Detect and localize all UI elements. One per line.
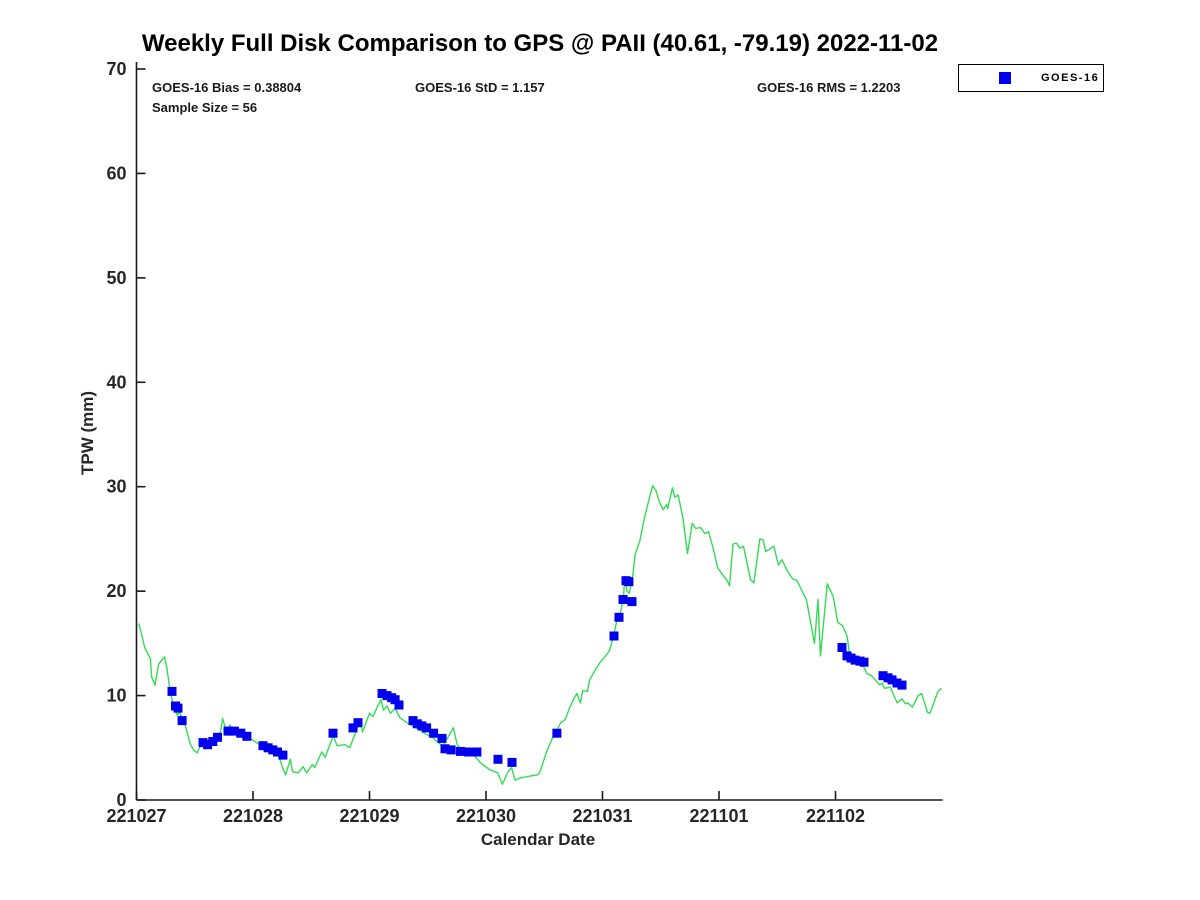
goes16-marker <box>627 597 637 607</box>
goes16-marker <box>464 747 473 757</box>
goes16-marker <box>268 745 278 755</box>
goes16-marker <box>328 728 338 738</box>
goes16-marker <box>440 744 450 754</box>
stat-bias: GOES-16 Bias = 0.38804 <box>152 80 302 95</box>
goes16-marker <box>203 740 213 750</box>
goes16-marker <box>437 733 447 743</box>
x-tick-label: 221102 <box>806 806 865 826</box>
goes16-marker <box>609 631 619 641</box>
y-tick-label: 10 <box>106 686 126 706</box>
goes16-marker <box>624 577 634 587</box>
goes16-marker <box>236 728 246 738</box>
goes16-marker <box>614 612 624 622</box>
goes16-marker <box>258 741 268 751</box>
x-tick-label: 221101 <box>689 806 748 826</box>
goes16-marker <box>878 671 888 681</box>
goes16-marker <box>446 745 456 755</box>
goes16-marker <box>850 655 860 665</box>
goes16-marker <box>213 732 222 742</box>
x-tick-label: 221031 <box>572 806 632 826</box>
goes16-marker <box>263 743 273 753</box>
goes16-marker <box>417 721 427 731</box>
goes16-marker <box>887 675 897 685</box>
goes16-marker <box>507 757 517 767</box>
goes16-marker <box>242 731 252 741</box>
goes16-marker <box>167 686 177 696</box>
stat-std: GOES-16 StD = 1.157 <box>415 80 545 95</box>
stat-sample-size: Sample Size = 56 <box>152 100 258 115</box>
goes16-marker <box>412 719 422 729</box>
goes16-marker <box>278 750 288 760</box>
y-tick-label: 40 <box>106 372 126 392</box>
goes16-legend-label: GOES-16 <box>1041 72 1100 84</box>
goes16-marker <box>177 716 187 726</box>
x-tick-label: 221028 <box>223 806 283 826</box>
x-tick-label: 221029 <box>339 806 399 826</box>
goes16-square-icon <box>999 72 1011 84</box>
goes16-marker <box>897 680 907 690</box>
goes16-marker <box>173 703 183 713</box>
stat-rms: GOES-16 RMS = 1.2203 <box>757 80 901 95</box>
goes16-marker <box>552 728 562 738</box>
x-tick-label: 221027 <box>106 806 166 826</box>
x-tick-label: 221030 <box>456 806 516 826</box>
goes16-marker <box>229 726 239 736</box>
goes16-marker <box>493 754 503 764</box>
goes16-marker <box>348 723 358 733</box>
goes16-marker <box>429 728 439 738</box>
legend-box[interactable]: GOES-16 <box>958 64 1104 92</box>
goes16-marker <box>353 718 363 728</box>
goes16-marker <box>422 723 432 733</box>
goes16-marker <box>892 678 902 688</box>
goes16-marker <box>223 726 233 736</box>
goes16-marker <box>859 657 869 667</box>
goes16-marker <box>198 738 208 748</box>
goes16-marker <box>208 737 218 746</box>
y-tick-label: 20 <box>106 581 126 601</box>
goes16-marker <box>273 747 282 757</box>
goes16-marker <box>394 700 404 710</box>
y-tick-label: 30 <box>106 477 126 497</box>
goes16-marker <box>377 689 387 698</box>
y-tick-label: 70 <box>106 59 126 79</box>
x-axis-label: Calendar Date <box>480 830 596 849</box>
goes16-marker <box>382 691 392 701</box>
y-tick-label: 60 <box>106 163 126 183</box>
y-tick-label: 50 <box>106 268 126 288</box>
goes16-marker <box>618 595 628 604</box>
y-tick-label: 0 <box>116 790 126 810</box>
goes16-marker <box>837 643 847 652</box>
gps-line <box>138 485 942 785</box>
goes16-marker <box>455 746 465 756</box>
goes16-marker <box>472 747 482 757</box>
chart-title: Weekly Full Disk Comparison to GPS @ PAI… <box>141 30 939 57</box>
goes16-marker <box>390 695 400 705</box>
